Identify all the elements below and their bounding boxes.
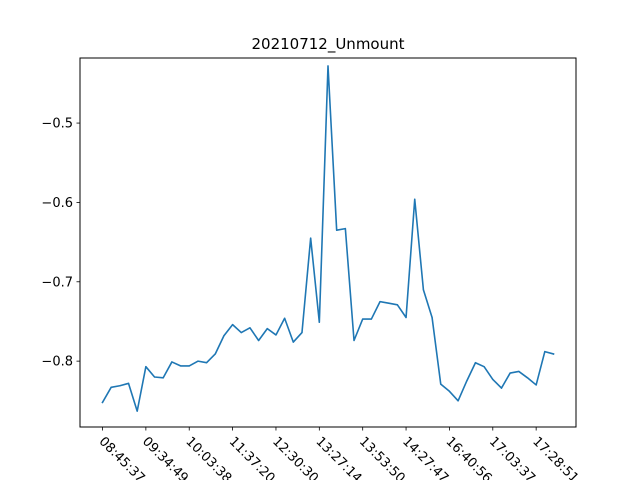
data-point	[500, 387, 503, 389]
data-point	[362, 318, 364, 320]
data-point	[344, 228, 346, 230]
data-point	[249, 327, 251, 329]
data-point	[396, 304, 398, 306]
data-point	[440, 383, 442, 385]
data-point	[188, 365, 190, 367]
data-point	[448, 390, 451, 392]
data-point	[535, 384, 537, 386]
y-axis: −0.8 −0.7 −0.6 −0.5	[41, 117, 80, 370]
data-point	[518, 370, 520, 373]
data-point	[171, 361, 173, 363]
data-point	[544, 351, 546, 353]
data-point	[232, 324, 234, 326]
data-point	[431, 316, 433, 319]
data-point	[310, 237, 312, 239]
data-point	[353, 339, 355, 342]
data-point	[492, 378, 494, 380]
data-point	[422, 289, 424, 291]
data-point	[275, 334, 277, 336]
data-point	[405, 316, 407, 319]
data-point	[205, 362, 208, 364]
chart-title: 20210712_Unmount	[251, 35, 404, 54]
data-point	[292, 341, 294, 343]
data-point	[327, 65, 329, 67]
y-tick-label: −0.6	[41, 196, 73, 211]
data-point	[379, 301, 381, 303]
data-point	[552, 353, 555, 355]
data-point	[162, 377, 164, 379]
data-point	[509, 372, 511, 374]
data-point	[474, 362, 477, 364]
plot-area	[101, 65, 555, 412]
data-point	[127, 382, 130, 384]
data-point	[466, 380, 468, 382]
data-point	[301, 331, 303, 334]
data-point	[197, 360, 199, 362]
data-point	[101, 401, 104, 403]
data-point	[336, 229, 338, 231]
axes-frame	[79, 57, 577, 428]
data-point	[318, 321, 320, 323]
data-point	[179, 365, 182, 367]
data-point	[223, 335, 225, 337]
y-tick-label: −0.5	[41, 117, 73, 132]
data-point	[457, 400, 459, 402]
data-point	[370, 318, 372, 320]
y-tick-label: −0.7	[41, 275, 73, 290]
data-point	[136, 410, 138, 412]
data-point	[414, 198, 416, 200]
data-point	[266, 328, 268, 330]
data-point	[145, 366, 147, 368]
data-point	[526, 377, 529, 379]
y-tick-label: −0.8	[41, 355, 73, 370]
data-point	[258, 339, 260, 342]
data-point	[119, 385, 121, 387]
data-point	[388, 302, 390, 304]
data-point	[284, 317, 286, 319]
data-point	[214, 353, 216, 355]
data-point	[483, 366, 485, 368]
data-point	[110, 386, 112, 388]
data-point	[240, 331, 242, 334]
data-point	[153, 376, 156, 378]
